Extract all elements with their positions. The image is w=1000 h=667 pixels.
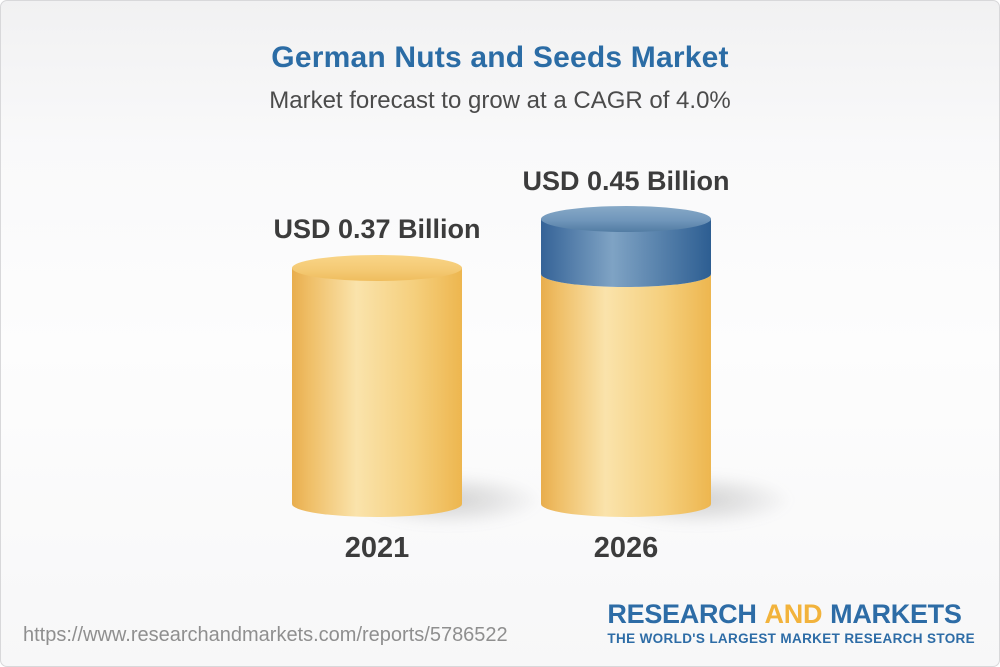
x-tick-2021: 2021 — [344, 532, 410, 564]
logo-tagline: THE WORLD'S LARGEST MARKET RESEARCH STOR… — [607, 631, 975, 647]
bar-2021-cylinder — [292, 255, 462, 517]
logo-wordmark: RESEARCH AND MARKETS — [607, 599, 962, 629]
bar-2026-growth-band — [541, 219, 711, 287]
logo-word-and: AND — [764, 599, 823, 629]
logo-word-research: RESEARCH — [607, 599, 757, 629]
bar-2026-base-body — [541, 274, 711, 517]
value-label-2026: USD 0.45 Billion — [522, 166, 730, 196]
logo-word-markets: MARKETS — [830, 599, 962, 629]
chart-title: German Nuts and Seeds Market — [271, 41, 729, 74]
x-tick-2026: 2026 — [593, 532, 659, 564]
report-url: https://www.researchandmarkets.com/repor… — [23, 624, 508, 646]
bar-2021-top — [292, 255, 462, 281]
bar-2021-body — [292, 268, 462, 517]
bar-2026-top — [541, 206, 711, 232]
value-label-2021: USD 0.37 Billion — [273, 214, 481, 244]
research-and-markets-logo: RESEARCH AND MARKETS THE WORLD'S LARGEST… — [607, 599, 975, 647]
chart-subtitle: Market forecast to grow at a CAGR of 4.0… — [269, 87, 731, 114]
bar-2026-cylinder — [541, 206, 711, 517]
